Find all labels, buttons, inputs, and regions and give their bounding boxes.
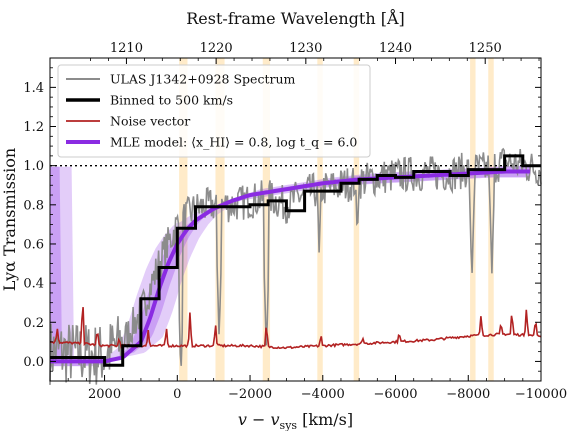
x-axis-label-unit: [km/s]	[297, 410, 353, 429]
legend-label: MLE model: ⟨x_HI⟩ = 0.8, log t_q = 6.0	[110, 135, 357, 150]
shaded-band	[262, 58, 271, 381]
x-tick-label: −2000	[228, 387, 272, 402]
top-tick-label: 1220	[200, 41, 233, 56]
x-axis-label: v − vsys [km/s]	[238, 410, 353, 431]
legend-label: Noise vector	[110, 114, 190, 129]
y-tick-label: 0.4	[23, 277, 44, 292]
y-tick-label: 0.0	[23, 355, 44, 370]
x-axis-label-main: v − v	[238, 410, 280, 429]
y-tick-label: 0.8	[23, 198, 44, 213]
model-band-shade	[50, 165, 531, 367]
shaded-band	[215, 58, 225, 381]
top-tick-label: 1210	[110, 41, 143, 56]
series-layer	[49, 147, 542, 385]
y-tick-label: 1.2	[23, 120, 44, 135]
x-axis-label-sub: sys	[280, 419, 298, 431]
legend: ULAS J1342+0928 Spectrum Binned to 500 km…	[57, 64, 371, 158]
legend-label: ULAS J1342+0928 Spectrum	[110, 72, 295, 87]
top-axis-label: Rest-frame Wavelength [Å]	[186, 8, 405, 28]
x-tick-label: −10000	[515, 387, 567, 402]
y-tick-label: 0.2	[23, 316, 44, 331]
x-tick-label: 2000	[88, 387, 121, 402]
x-tick-label: −8000	[446, 387, 490, 402]
axis-ticks: 2000 0 −2000 −4000 −6000 −8000 −10000 0.0 0.2 0.4…	[23, 41, 567, 402]
y-tick-label: 1.0	[23, 159, 44, 174]
series-binned-line	[50, 154, 541, 367]
x-tick-label: 0	[173, 387, 181, 402]
y-tick-label: 0.6	[23, 237, 44, 252]
top-tick-label: 1240	[379, 41, 412, 56]
model-uncertainty-band	[50, 165, 531, 367]
legend-box	[57, 64, 371, 158]
legend-label: Binned to 500 km/s	[110, 93, 233, 108]
series-spectrum-line	[49, 147, 542, 385]
x-tick-label: −4000	[301, 387, 345, 402]
x-tick-label: −6000	[374, 387, 418, 402]
y-axis-label: Lyα Transmission	[0, 148, 19, 291]
plot-frame	[49, 57, 542, 382]
top-tick-label: 1250	[469, 41, 502, 56]
top-tick-label: 1230	[289, 41, 322, 56]
y-tick-label: 1.4	[23, 81, 44, 96]
